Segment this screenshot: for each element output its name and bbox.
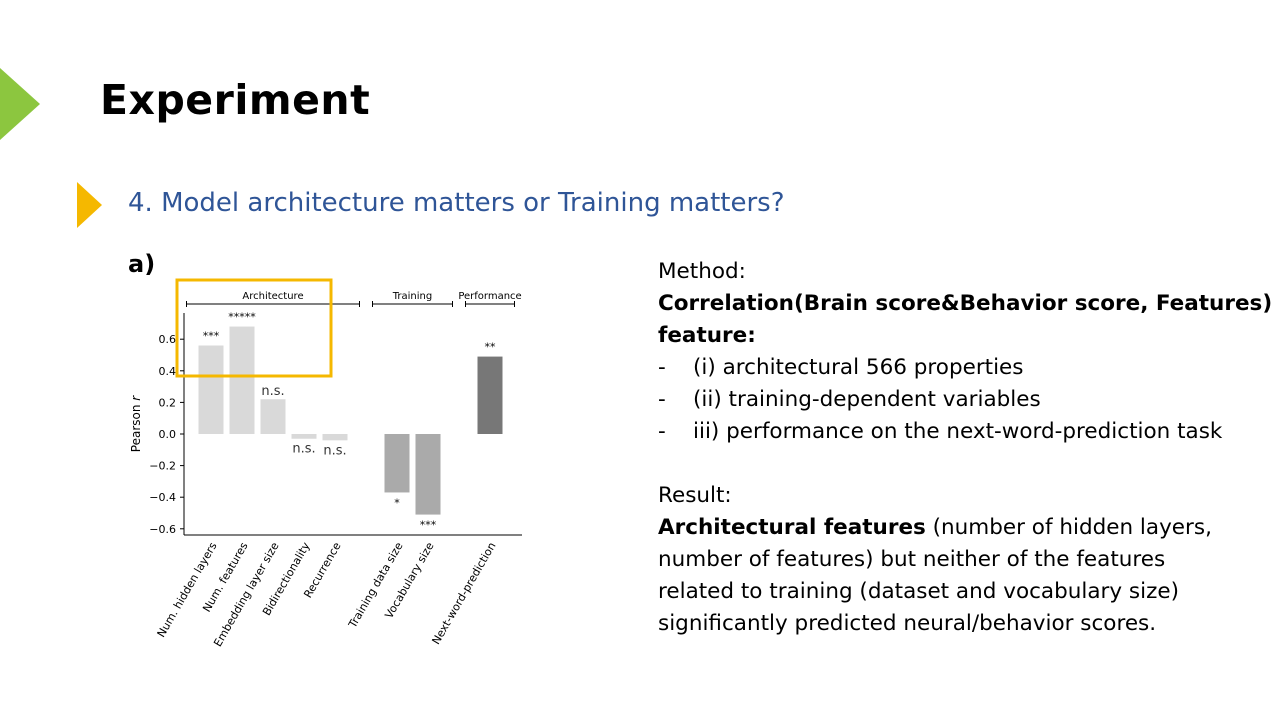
result-bold-text: Architectural features	[658, 515, 926, 540]
feature-heading: feature:	[658, 323, 756, 348]
result-heading: Result:	[658, 483, 732, 508]
bullet-dash: -	[658, 387, 666, 412]
significance-label: *	[394, 496, 400, 509]
y-tick-label: 0.6	[159, 333, 177, 346]
bullet-text: iii) performance on the next-word-predic…	[693, 419, 1223, 444]
bullet-text: (ii) training-dependent variables	[693, 387, 1041, 412]
group-label: Performance	[458, 291, 521, 302]
bar	[198, 345, 224, 434]
significance-label: n.s.	[261, 384, 284, 399]
bullet-item: - (ii) training-dependent variables	[658, 384, 1273, 416]
significance-label: n.s.	[323, 443, 346, 458]
significance-label: ***	[420, 519, 437, 532]
panel-label: a)	[128, 250, 155, 278]
bar	[260, 399, 286, 434]
green-arrow-decoration	[0, 68, 40, 140]
y-tick-label: 0.4	[159, 365, 177, 378]
y-tick-label: −0.6	[149, 523, 176, 536]
correlation-line: Correlation(Brain score&Behavior score, …	[658, 291, 1273, 316]
method-heading: Method:	[658, 259, 746, 284]
y-tick-label: 0.2	[159, 396, 177, 409]
bullet-dash: -	[658, 419, 666, 444]
bar	[322, 434, 348, 441]
x-tick-label: Next-word-prediction	[429, 540, 498, 647]
result-line: Architectural features (number of hidden…	[658, 512, 1273, 544]
bar	[415, 434, 441, 515]
bar	[229, 326, 255, 434]
result-line: significantly predicted neural/behavior …	[658, 611, 1157, 636]
slide-subtitle: 4. Model architecture matters or Trainin…	[128, 188, 785, 218]
group-label: Architecture	[242, 291, 303, 302]
highlight-box	[175, 278, 333, 378]
bullet-dash: -	[658, 355, 666, 380]
bullet-text: (i) architectural 566 properties	[693, 355, 1024, 380]
y-tick-label: −0.4	[149, 491, 176, 504]
result-rest-text: (number of hidden layers,	[925, 515, 1212, 540]
significance-label: ***	[203, 330, 220, 343]
result-line: related to training (dataset and vocabul…	[658, 579, 1179, 604]
bullet-item: - iii) performance on the next-word-pred…	[658, 416, 1273, 448]
yellow-arrow-decoration	[77, 182, 102, 228]
bullet-item: - (i) architectural 566 properties	[658, 352, 1273, 384]
bar	[477, 356, 503, 434]
significance-label: *****	[228, 311, 256, 324]
bar	[384, 434, 410, 493]
slide-title: Experiment	[100, 76, 371, 124]
y-tick-label: −0.2	[149, 460, 176, 473]
significance-label: **	[485, 341, 497, 354]
result-line: number of features) but neither of the f…	[658, 547, 1166, 572]
text-panel: Method: Correlation(Brain score&Behavior…	[658, 256, 1273, 640]
y-axis-label: Pearson r	[129, 395, 143, 453]
significance-label: n.s.	[292, 442, 315, 457]
x-tick-label: Training data size	[346, 540, 406, 631]
y-tick-label: 0.0	[159, 428, 177, 441]
group-label: Training	[392, 291, 432, 302]
bar	[291, 434, 317, 439]
